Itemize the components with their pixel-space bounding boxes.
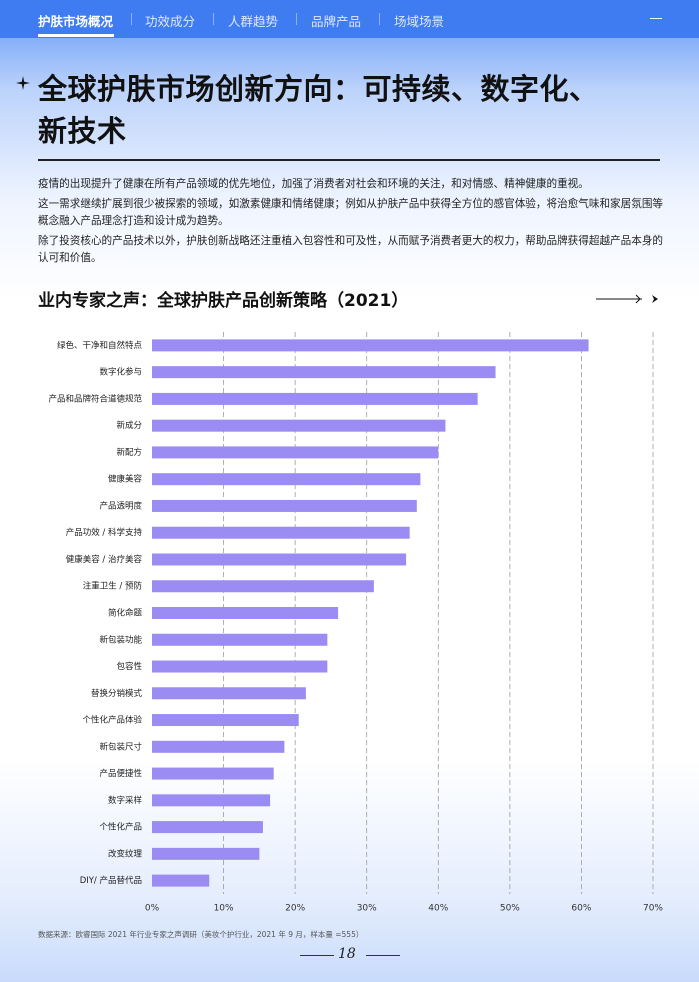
nav-item[interactable]: 人群趋势 xyxy=(228,14,279,29)
nav-separator xyxy=(213,13,214,25)
paragraph: 疫情的出现提升了健康在所有产品领域的优先地位，加强了消费者对社会和环境的关注，和… xyxy=(38,178,589,190)
x-tick-label: 50% xyxy=(500,904,520,914)
bar xyxy=(152,660,328,673)
y-tick-label: 新包装功能 xyxy=(99,634,142,645)
divider xyxy=(38,159,660,161)
y-tick-label: 替换分销模式 xyxy=(91,688,143,699)
bar xyxy=(152,767,274,780)
bar xyxy=(152,633,328,646)
nav-separator xyxy=(379,13,380,25)
bar xyxy=(152,714,299,727)
x-tick-label: 0% xyxy=(145,904,160,914)
y-tick-label: 个性化产品体验 xyxy=(82,715,142,726)
bar xyxy=(152,794,271,807)
x-tick-label: 60% xyxy=(571,904,591,914)
bar xyxy=(152,847,260,860)
y-tick-label: 新包装尺寸 xyxy=(99,741,142,752)
paragraph: 除了投资核心的产品技术以外，护肤创新战略还注重植入包容性和可及性，从而赋予消费者… xyxy=(38,235,664,264)
bar xyxy=(152,580,374,593)
bar xyxy=(152,499,417,512)
y-tick-label: 新成分 xyxy=(116,420,142,431)
bar xyxy=(152,740,285,753)
x-tick-label: 20% xyxy=(285,904,305,914)
y-tick-label: 产品功效 / 科学支持 xyxy=(66,527,143,538)
x-tick-label: 70% xyxy=(643,904,663,914)
y-tick-label: 注重卫生 / 预防 xyxy=(83,581,143,592)
y-tick-label: 健康美容 / 治疗美容 xyxy=(66,554,143,565)
y-tick-label: 产品和品牌符合道德规范 xyxy=(48,393,142,404)
page-rule xyxy=(366,955,400,956)
y-tick-label: 产品便捷性 xyxy=(99,768,142,779)
nav-underline xyxy=(38,34,114,37)
source-note: 数据来源：欧睿国际 2021 年行业专家之声调研（美妆个护行业，2021 年 9… xyxy=(38,930,364,939)
x-tick-label: 10% xyxy=(214,904,234,914)
y-tick-label: 改变纹理 xyxy=(108,848,143,859)
bar xyxy=(152,553,407,566)
y-tick-label: 数字化参与 xyxy=(99,367,142,378)
y-tick-label: 健康美容 xyxy=(108,474,143,485)
heading-line: 全球护肤市场创新方向：可持续、数字化、 xyxy=(38,72,599,106)
y-tick-label: 产品透明度 xyxy=(99,500,142,511)
bar xyxy=(152,392,478,405)
bar xyxy=(152,687,306,700)
bar xyxy=(152,339,589,352)
star-icon xyxy=(16,76,30,90)
arrow-decoration xyxy=(596,294,658,304)
y-tick-label: 新配方 xyxy=(116,447,142,458)
nav-item[interactable]: 功效成分 xyxy=(145,14,196,29)
chart: 0% 10% 20% 30% 40% 50% 60% 70% 绿色、干净和自然特点数字化参与产品… xyxy=(48,332,663,914)
y-tick-label: 数字采样 xyxy=(108,795,143,806)
page-rule xyxy=(300,955,334,956)
y-tick-label: 绿色、干净和自然特点 xyxy=(57,340,143,351)
y-tick-label: 简化命题 xyxy=(108,608,143,619)
nav-bar: 护肤市场概况 功效成分 人群趋势 品牌产品 场域场景 xyxy=(0,0,699,38)
nav-separator xyxy=(296,13,297,25)
x-tick-label: 40% xyxy=(428,904,448,914)
bar xyxy=(152,419,446,432)
menu-icon[interactable] xyxy=(650,18,662,19)
y-tick-label: 个性化产品 xyxy=(99,822,142,833)
page-number: 18 xyxy=(338,946,356,962)
nav-item[interactable]: 品牌产品 xyxy=(311,14,362,29)
chart-title: 业内专家之声：全球护肤产品创新策略（2021） xyxy=(38,291,409,311)
paragraph: 这一需求继续扩展到很少被探索的领域，如激素健康和情绪健康；例如从护肤产品中获得全… xyxy=(38,198,664,227)
y-tick-label: DIY/ 产品替代品 xyxy=(80,875,142,886)
bar xyxy=(152,821,263,834)
bar xyxy=(152,366,496,379)
bar xyxy=(152,874,210,887)
bar xyxy=(152,526,410,539)
bar xyxy=(152,446,439,459)
heading-line: 新技术 xyxy=(38,114,127,148)
x-tick-label: 30% xyxy=(357,904,377,914)
nav-item[interactable]: 护肤市场概况 xyxy=(38,14,114,29)
bar xyxy=(152,607,339,619)
bar xyxy=(152,473,421,486)
nav-separator xyxy=(131,13,132,25)
nav-item[interactable]: 场域场景 xyxy=(394,14,445,29)
y-tick-label: 包容性 xyxy=(116,661,142,672)
